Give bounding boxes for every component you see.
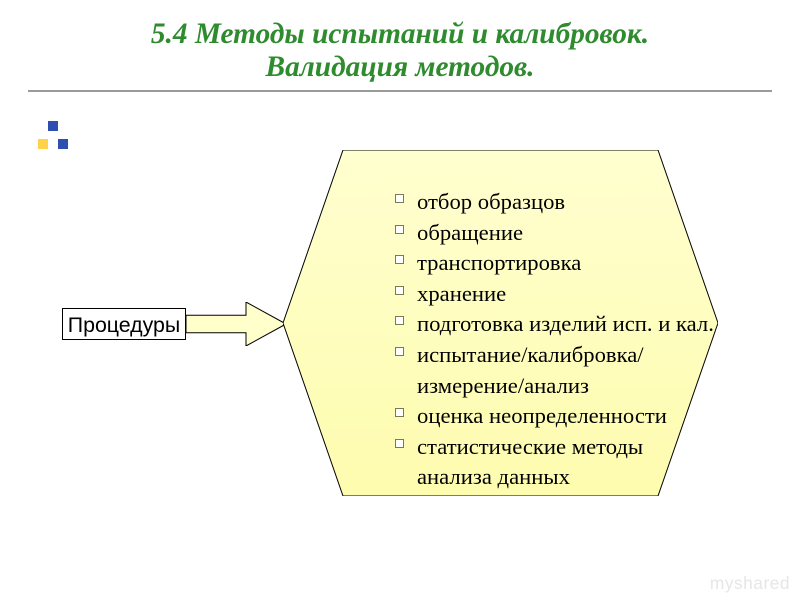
list-item: обращение	[395, 218, 714, 249]
list-item: статистические методы	[395, 432, 714, 463]
list-item: испытание/калибровка/	[395, 340, 714, 371]
bullet-square-icon	[48, 121, 58, 131]
watermark: myshared	[710, 573, 790, 594]
list-item: отбор образцов	[395, 187, 714, 218]
procedures-box: Процедуры	[62, 308, 186, 340]
slide-title: 5.4 Методы испытаний и калибровок. Валид…	[0, 18, 800, 84]
title-underline	[28, 90, 772, 92]
procedures-label: Процедуры	[68, 313, 180, 337]
decorative-bullets	[38, 118, 74, 154]
list-item: хранение	[395, 279, 714, 310]
title-line-2: Валидация методов.	[0, 51, 800, 84]
list-item: анализа данных	[395, 462, 714, 493]
title-line-1: 5.4 Методы испытаний и калибровок.	[0, 18, 800, 51]
list-item: транспортировка	[395, 248, 714, 279]
list-item: оценка неопределенности	[395, 401, 714, 432]
bullet-square-icon	[58, 139, 68, 149]
procedures-list: отбор образцовобращениетранспортировкахр…	[395, 187, 714, 493]
list-item: подготовка изделий исп. и кал.	[395, 309, 714, 340]
arrow-right-icon	[186, 302, 286, 346]
list-item: измерение/анализ	[395, 371, 714, 402]
bullet-square-icon	[38, 139, 48, 149]
